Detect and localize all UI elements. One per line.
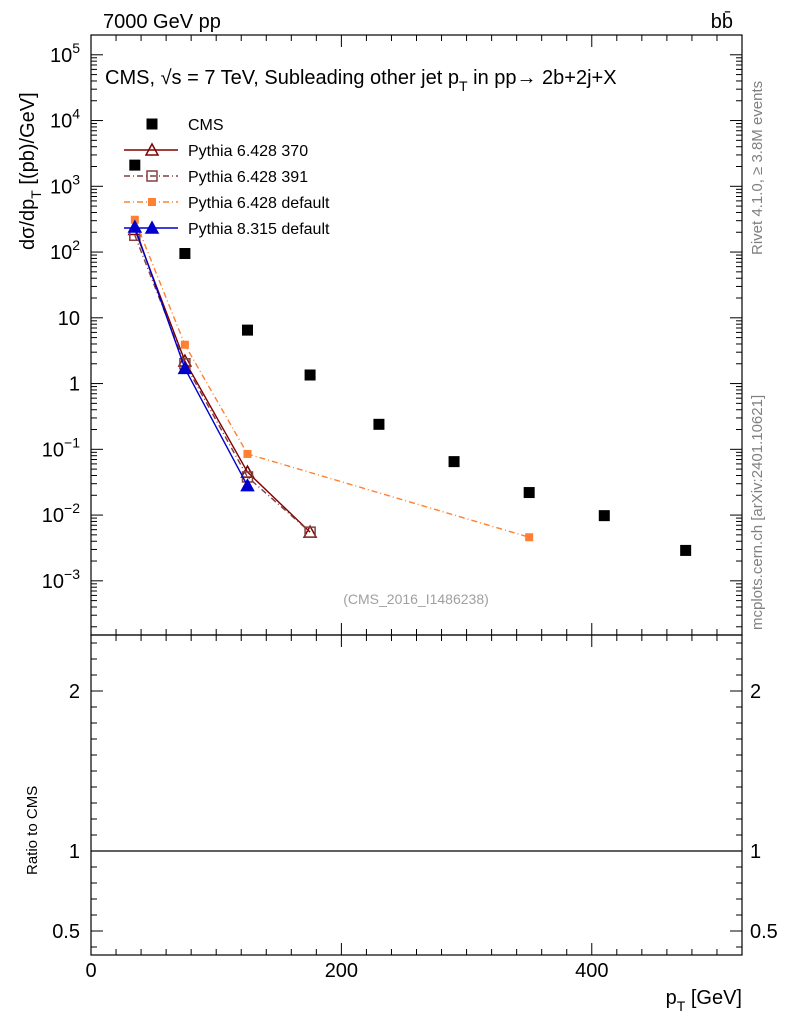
- legend-marker: [146, 118, 158, 130]
- data-point: [304, 526, 316, 538]
- data-point: [243, 449, 252, 458]
- series-line: [134, 235, 311, 533]
- x-label-sub: T: [677, 998, 686, 1014]
- x-label-main: p: [666, 987, 677, 1009]
- series-pythia-6-428-default: [130, 215, 534, 542]
- ratio-panel-frame: [90, 634, 743, 956]
- data-point: [180, 340, 189, 349]
- series-layer: [127, 159, 692, 556]
- ratio-tick-label: 1: [69, 841, 80, 863]
- data-point: [525, 533, 534, 542]
- series-pythia-6-428-370: [127, 221, 318, 538]
- data-point: [179, 248, 191, 260]
- rivet-label: Rivet 4.1.0, ≥ 3.8M events: [749, 81, 766, 255]
- data-point: [448, 456, 460, 468]
- legend-entry: Pythia 6.428 default: [124, 195, 330, 212]
- data-point: [373, 418, 385, 430]
- data-point: [129, 159, 141, 171]
- data-point: [598, 510, 610, 522]
- analysis-watermark: (CMS_2016_I1486238): [343, 591, 489, 607]
- legend-label: Pythia 6.428 391: [188, 169, 308, 186]
- ratio-y-label: Ratio to CMS: [24, 786, 41, 875]
- y-label-unit: [(pb)/GeV]: [17, 92, 39, 190]
- y-tick-label: 103: [50, 171, 80, 198]
- series-pythia-8-315-default: [127, 219, 255, 492]
- y-tick-label: 104: [50, 106, 80, 133]
- ratio-tick-label: 0.5: [52, 921, 80, 943]
- legend-label: Pythia 6.428 370: [188, 143, 308, 160]
- data-point: [127, 219, 143, 233]
- legend-marker: [144, 142, 160, 156]
- process-label: bb̄: [711, 10, 733, 33]
- title-sub: T: [459, 78, 468, 94]
- legend-label: Pythia 8.315 default: [188, 221, 330, 238]
- y-tick-label: 10: [58, 308, 80, 330]
- axis-ticks: 0 200 400 10−3 10−2 10−1 1 10 102 103 104 105 0.5 0.5…: [42, 34, 778, 982]
- x-tick-label: 0: [85, 960, 96, 982]
- y-label-sub: T: [28, 190, 44, 199]
- y-tick-label: 10−3: [42, 566, 80, 593]
- series-line: [134, 219, 530, 538]
- legend-entry: Pythia 6.428 391: [124, 169, 308, 186]
- legend-entry: CMS: [146, 117, 224, 134]
- ratio-tick-label: 2: [69, 681, 80, 703]
- legend-marker: [146, 170, 158, 182]
- legend-marker: [148, 198, 156, 206]
- energy-label: 7000 GeV pp: [103, 11, 221, 33]
- y-tick-label: 1: [69, 374, 80, 396]
- series-pythia-6-428-391: [129, 229, 316, 538]
- data-point: [680, 544, 692, 556]
- x-tick-label: 400: [575, 960, 608, 982]
- legend: CMS Pythia 6.428 370 Pythia 6.428 391 Pythi…: [124, 117, 330, 238]
- legend-entry: Pythia 8.315 default: [124, 220, 330, 238]
- ratio-tick-label: 1: [750, 841, 761, 863]
- y-label-main: dσ/dp: [17, 199, 39, 250]
- y-tick-label: 102: [50, 237, 80, 264]
- legend-marker: [144, 220, 160, 234]
- y-tick-label: 10−2: [42, 500, 80, 527]
- series-line: [134, 229, 311, 533]
- x-label-unit: [GeV]: [685, 987, 742, 1009]
- series-cms: [129, 159, 692, 556]
- y-axis-label: dσ/dpT [(pb)/GeV]: [17, 92, 44, 250]
- chart-title: CMS, √s = 7 TeV, Subleading other jet pT…: [105, 67, 617, 94]
- data-point: [523, 487, 535, 499]
- data-point: [177, 360, 193, 375]
- title-prefix: CMS,: [105, 67, 161, 89]
- legend-label: CMS: [188, 117, 224, 134]
- title-suffix: in pp→ 2b+2j+X: [468, 67, 617, 89]
- data-point: [304, 369, 316, 381]
- title-mid: = 7 TeV, Subleading other jet p: [182, 67, 459, 89]
- y-tick-label: 10−1: [42, 434, 80, 461]
- legend-label: Pythia 6.428 default: [188, 195, 330, 212]
- ratio-tick-label: 0.5: [750, 921, 778, 943]
- mcplots-label: mcplots.cern.ch [arXiv:2401.10621]: [749, 395, 766, 630]
- x-axis-label: pT [GeV]: [666, 987, 742, 1014]
- data-point: [240, 478, 255, 492]
- title-sqrt: √s: [161, 67, 182, 89]
- y-tick-label: 105: [50, 40, 80, 67]
- ratio-tick-label: 2: [750, 681, 761, 703]
- legend-entry: Pythia 6.428 370: [124, 142, 308, 160]
- x-tick-label: 200: [325, 960, 358, 982]
- data-point: [241, 324, 253, 336]
